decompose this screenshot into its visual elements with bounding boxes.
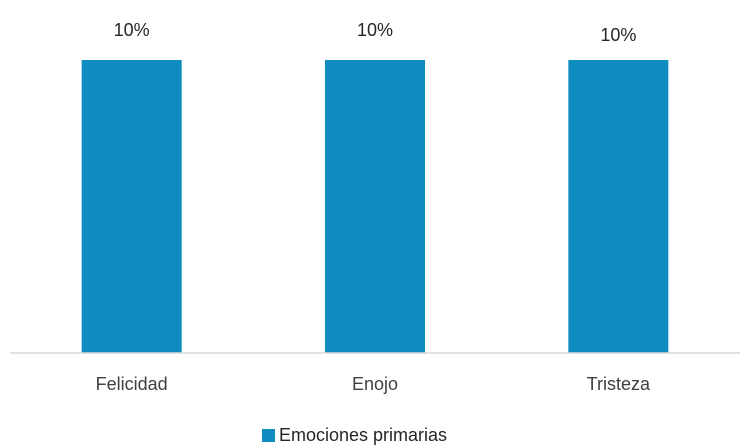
data-label-felicidad: 10% bbox=[114, 20, 150, 40]
data-label-tristeza: 10% bbox=[600, 25, 636, 45]
bar-tristeza bbox=[568, 60, 669, 353]
x-tick-labels-layer: Felicidad Enojo Tristeza bbox=[96, 374, 651, 394]
bar-enojo bbox=[325, 60, 425, 353]
x-tick-label-felicidad: Felicidad bbox=[96, 374, 168, 394]
legend: Emociones primarias bbox=[262, 425, 447, 445]
x-tick-label-enojo: Enojo bbox=[352, 374, 398, 394]
data-label-enojo: 10% bbox=[357, 20, 393, 40]
bar-felicidad bbox=[81, 60, 182, 353]
bars-layer bbox=[81, 60, 669, 353]
legend-swatch bbox=[262, 429, 275, 442]
legend-label: Emociones primarias bbox=[279, 425, 447, 445]
data-labels-layer: 10% 10% 10% bbox=[114, 20, 637, 45]
x-tick-label-tristeza: Tristeza bbox=[587, 374, 651, 394]
